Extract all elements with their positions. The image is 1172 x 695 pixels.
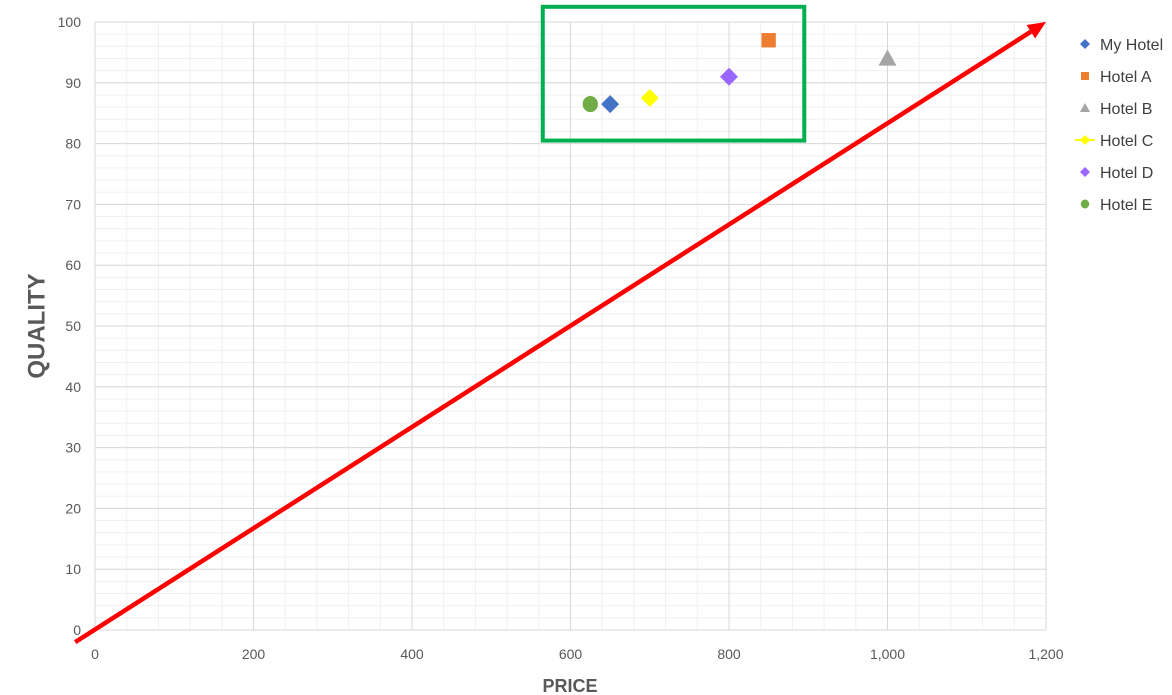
trend-arrow-head — [1026, 22, 1046, 39]
y-tick-label: 50 — [65, 318, 81, 334]
legend-marker-hotel-c — [1080, 135, 1090, 145]
y-tick-label: 60 — [65, 257, 81, 273]
legend-marker-hotel-b — [1080, 103, 1090, 112]
y-tick-label: 40 — [65, 379, 81, 395]
grid — [94, 21, 1047, 631]
y-tick-label: 70 — [65, 196, 81, 212]
x-tick-label: 200 — [242, 646, 266, 662]
legend-marker-hotel-e — [1080, 199, 1090, 209]
y-tick-label: 20 — [65, 500, 81, 516]
point-hotel-b — [878, 49, 897, 66]
y-tick-label: 0 — [73, 622, 81, 638]
x-tick-label: 1,000 — [870, 646, 905, 662]
legend-marker-hotel-d — [1080, 167, 1090, 177]
legend-label-hotel-d: Hotel D — [1100, 165, 1153, 182]
y-tick-label: 30 — [65, 440, 81, 456]
legend-label-hotel-c: Hotel C — [1100, 133, 1153, 150]
x-tick-label: 1,200 — [1028, 646, 1063, 662]
legend-label-hotel-e: Hotel E — [1100, 197, 1152, 214]
legend-label-my-hotel: My Hotel — [1100, 37, 1163, 54]
x-tick-label: 800 — [717, 646, 741, 662]
legend-marker-my-hotel — [1080, 39, 1090, 49]
point-hotel-c — [640, 89, 659, 107]
point-hotel-a — [761, 33, 776, 48]
y-tick-label: 80 — [65, 136, 81, 152]
y-tick-label: 100 — [58, 14, 82, 30]
x-tick-label: 600 — [559, 646, 583, 662]
x-tick-label: 0 — [91, 646, 99, 662]
legend-label-hotel-a: Hotel A — [1100, 69, 1152, 86]
y-axis-title: QUALITY — [23, 273, 50, 378]
x-tick-label: 400 — [400, 646, 424, 662]
annotations — [73, 4, 1046, 645]
legend: My Hotel Hotel A Hotel B Hotel C Hotel D Hote… — [1075, 37, 1163, 214]
x-axis-title: PRICE — [542, 676, 597, 695]
y-tick-label: 90 — [65, 75, 81, 91]
y-tick-label: 10 — [65, 561, 81, 577]
point-hotel-e — [582, 95, 598, 113]
legend-label-hotel-b: Hotel B — [1100, 101, 1152, 118]
trend-arrow-line — [73, 29, 1033, 645]
highlight-box — [540, 4, 807, 143]
tick-labels: 0 10 20 30 40 50 60 70 80 90 100 0 200 400 600 800 1,000… — [58, 14, 1064, 662]
point-my-hotel — [601, 95, 620, 114]
data-points — [582, 33, 897, 114]
point-hotel-d — [720, 67, 738, 86]
legend-marker-hotel-a — [1081, 72, 1089, 80]
